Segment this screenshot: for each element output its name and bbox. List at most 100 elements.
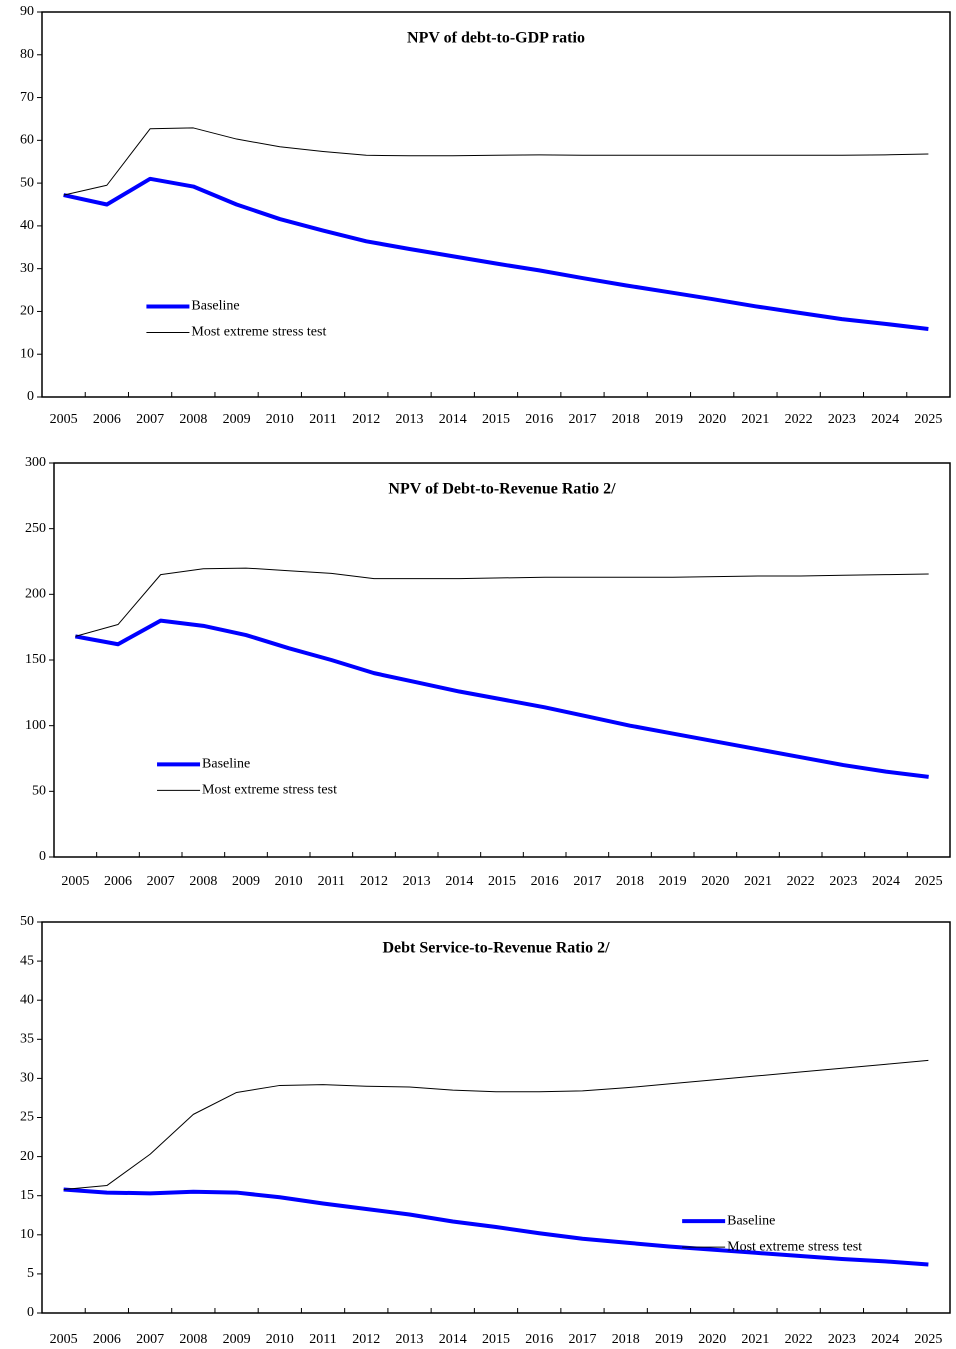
x-tick-label: 2020 (698, 412, 726, 427)
x-tick-label: 2017 (568, 1332, 596, 1347)
x-tick-label: 2019 (655, 1332, 683, 1347)
x-tick-label: 2008 (179, 1332, 207, 1347)
x-tick-label: 2010 (266, 412, 294, 427)
y-tick-label: 30 (20, 261, 34, 276)
x-tick-label: 2013 (396, 412, 424, 427)
x-tick-label: 2006 (93, 1332, 121, 1347)
x-tick-label: 2011 (318, 874, 345, 889)
x-tick-label: 2009 (223, 1332, 251, 1347)
y-tick-label: 10 (20, 1227, 34, 1242)
x-tick-label: 2015 (482, 412, 510, 427)
y-tick-label: 80 (20, 47, 34, 62)
x-tick-label: 2024 (871, 412, 899, 427)
y-tick-label: 150 (25, 652, 46, 667)
x-tick-label: 2020 (698, 1332, 726, 1347)
x-tick-label: 2005 (50, 1332, 78, 1347)
x-tick-label: 2020 (701, 874, 729, 889)
plot-frame (53, 462, 951, 858)
x-tick-label: 2015 (482, 1332, 510, 1347)
x-tick-label: 2023 (828, 412, 856, 427)
y-tick-label: 0 (27, 389, 34, 404)
y-tick-label: 0 (27, 1305, 34, 1320)
x-tick-label: 2021 (741, 1332, 769, 1347)
x-tick-label: 2018 (616, 874, 644, 889)
x-tick-label: 2011 (309, 412, 336, 427)
y-tick-label: 5 (27, 1266, 34, 1281)
x-tick-label: 2012 (352, 412, 380, 427)
y-tick-label: 25 (20, 1110, 34, 1125)
x-tick-label: 2012 (360, 874, 388, 889)
x-tick-label: 2008 (179, 412, 207, 427)
legend-label: Most extreme stress test (191, 325, 326, 340)
series-line (63, 1187, 929, 1267)
x-tick-label: 2005 (50, 412, 78, 427)
x-tick-label: 2021 (744, 874, 772, 889)
x-tick-label: 2023 (828, 1332, 856, 1347)
x-tick-label: 2006 (104, 874, 132, 889)
y-tick-label: 10 (20, 346, 34, 361)
series-line (63, 176, 929, 331)
y-tick-label: 300 (25, 455, 46, 470)
x-tick-label: 2024 (871, 1332, 899, 1347)
x-tick-label: 2017 (568, 412, 596, 427)
y-tick-label: 15 (20, 1188, 34, 1203)
y-tick-label: 0 (39, 849, 46, 864)
x-tick-label: 2016 (531, 874, 559, 889)
x-tick-label: 2007 (136, 412, 164, 427)
series-line (75, 567, 929, 637)
series-line (74, 618, 929, 779)
x-tick-label: 2009 (232, 874, 260, 889)
y-tick-label: 40 (20, 218, 34, 233)
x-tick-label: 2019 (655, 412, 683, 427)
legend-label: Baseline (727, 1213, 775, 1228)
y-tick-label: 45 (20, 953, 34, 968)
series-line (63, 1059, 929, 1190)
legend-label: Baseline (202, 757, 250, 772)
y-tick-label: 250 (25, 521, 46, 536)
y-tick-label: 35 (20, 1032, 34, 1047)
y-tick-label: 60 (20, 133, 34, 148)
x-tick-label: 2014 (445, 874, 473, 889)
chart-title: Debt Service-to-Revenue Ratio 2/ (382, 940, 610, 957)
chart-title: NPV of debt-to-GDP ratio (407, 30, 585, 47)
x-tick-label: 2016 (525, 412, 553, 427)
x-tick-label: 2006 (93, 412, 121, 427)
x-tick-label: 2015 (488, 874, 516, 889)
x-tick-label: 2025 (914, 1332, 942, 1347)
x-tick-label: 2009 (223, 412, 251, 427)
x-tick-label: 2017 (573, 874, 601, 889)
plot-frame (41, 11, 951, 398)
x-tick-label: 2007 (147, 874, 175, 889)
x-tick-label: 2016 (525, 1332, 553, 1347)
y-tick-label: 30 (20, 1071, 34, 1086)
x-tick-label: 2023 (829, 874, 857, 889)
x-tick-label: 2008 (189, 874, 217, 889)
x-tick-label: 2021 (741, 412, 769, 427)
x-tick-label: 2024 (872, 874, 900, 889)
y-tick-label: 90 (20, 4, 34, 19)
y-tick-label: 20 (20, 304, 34, 319)
y-tick-label: 50 (20, 914, 34, 929)
x-tick-label: 2013 (403, 874, 431, 889)
x-tick-label: 2012 (352, 1332, 380, 1347)
y-tick-label: 40 (20, 992, 34, 1007)
y-tick-label: 50 (32, 784, 46, 799)
y-tick-label: 50 (20, 175, 34, 190)
series-line (63, 127, 929, 196)
y-tick-label: 200 (25, 587, 46, 602)
x-tick-label: 2014 (439, 1332, 467, 1347)
x-tick-label: 2022 (787, 874, 815, 889)
plot-frame (41, 921, 951, 1314)
legend-label: Baseline (191, 299, 239, 314)
x-tick-label: 2013 (396, 1332, 424, 1347)
x-tick-label: 2010 (275, 874, 303, 889)
x-tick-label: 2005 (61, 874, 89, 889)
x-tick-label: 2014 (439, 412, 467, 427)
x-tick-label: 2010 (266, 1332, 294, 1347)
x-tick-label: 2025 (915, 874, 943, 889)
y-tick-label: 100 (25, 718, 46, 733)
y-tick-label: 20 (20, 1149, 34, 1164)
x-tick-label: 2018 (612, 412, 640, 427)
x-tick-label: 2022 (785, 412, 813, 427)
